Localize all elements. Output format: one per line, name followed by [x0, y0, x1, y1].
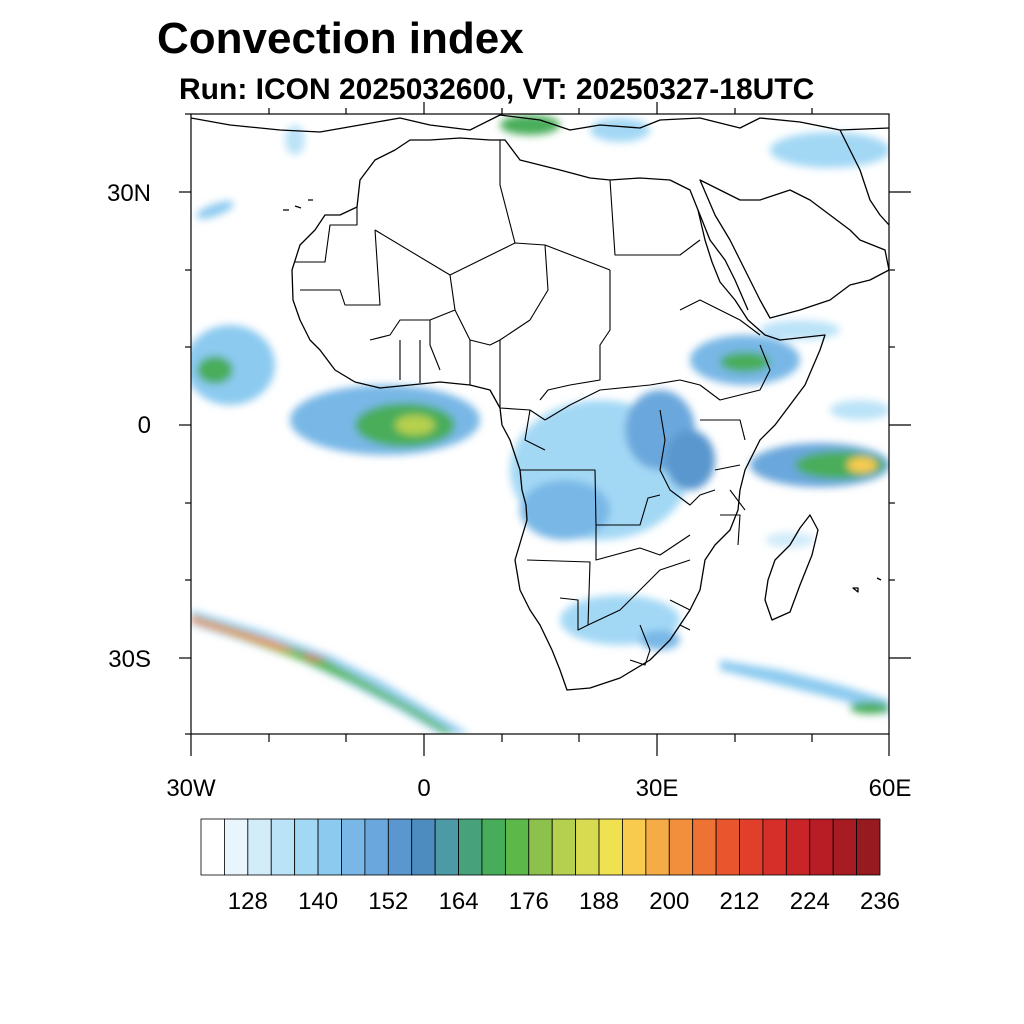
lon-label-60e: 60E — [868, 775, 912, 802]
colorbar-label: 212 — [719, 888, 760, 915]
map-frame — [190, 113, 890, 735]
colorbar-label: 152 — [368, 888, 409, 915]
colorbar-label: 140 — [298, 888, 339, 915]
country-borders — [295, 140, 771, 666]
lat-label-30s: 30S — [108, 646, 151, 673]
colorbar-label: 164 — [438, 888, 479, 915]
colorbar-label: 224 — [789, 888, 830, 915]
lon-label-30e: 30E — [635, 775, 679, 802]
lon-label-0: 0 — [417, 775, 431, 802]
colorbar-label: 176 — [508, 888, 549, 915]
lat-label-0: 0 — [137, 412, 151, 439]
coastlines — [191, 114, 889, 691]
lat-label-30n: 30N — [106, 180, 151, 207]
lon-label-30w: 30W — [166, 775, 216, 802]
colorbar-label: 128 — [227, 888, 268, 915]
colorbar-label: 200 — [649, 888, 690, 915]
colorbar-label: 236 — [859, 888, 901, 915]
map-subtitle: Run: ICON 2025032600, VT: 20250327-18UTC — [179, 73, 815, 106]
colorbar-label: 188 — [578, 888, 620, 915]
map-title: Convection index — [157, 14, 524, 63]
axis-ticks — [179, 102, 911, 756]
convection-shading — [191, 115, 889, 734]
